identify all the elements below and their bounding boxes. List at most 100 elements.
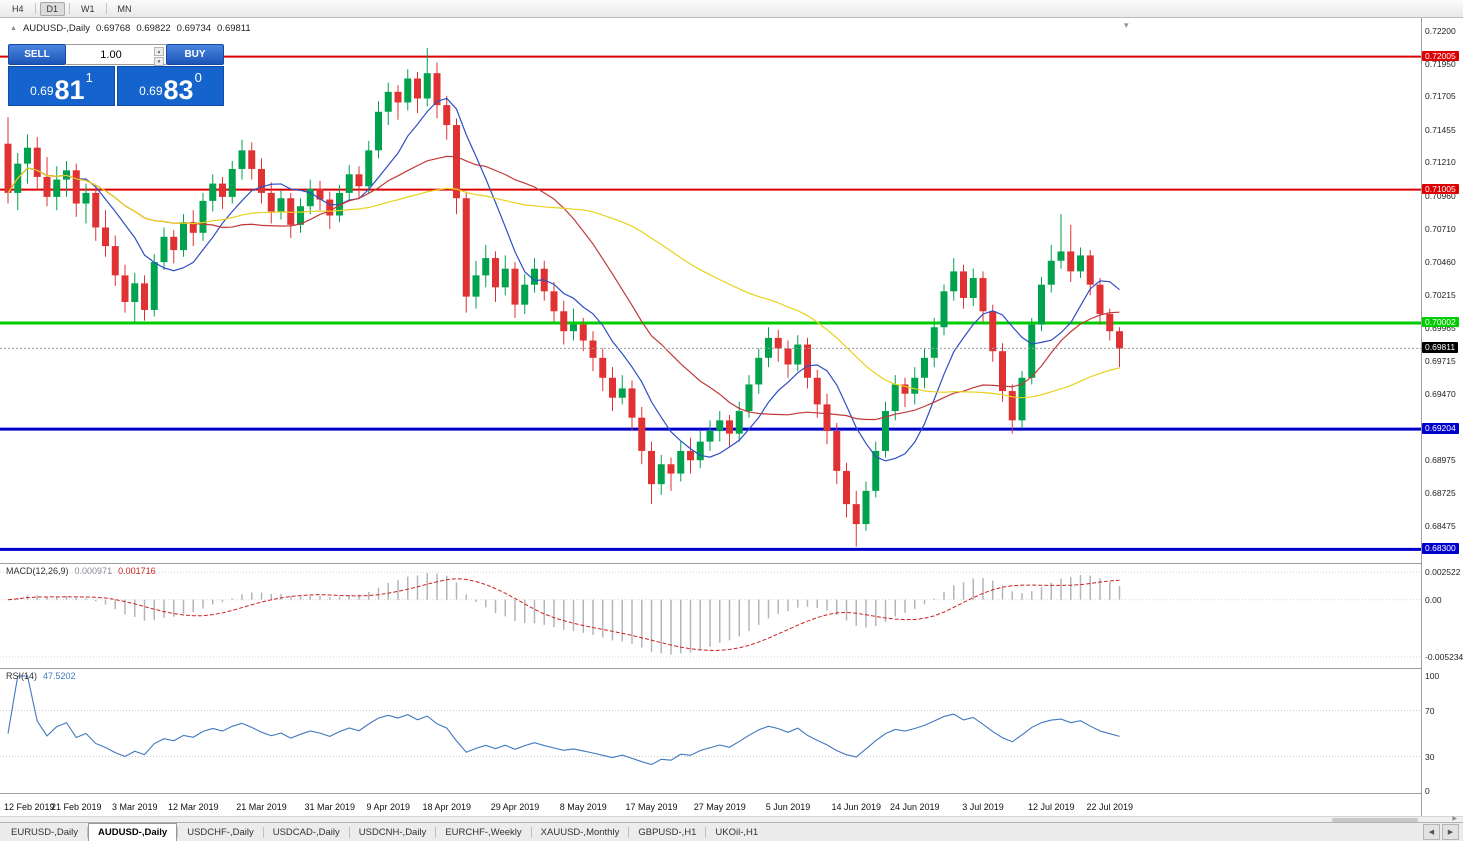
timeframe-w1-button[interactable]: W1 — [81, 3, 95, 14]
date-label: 9 Apr 2019 — [366, 802, 410, 812]
chart-tab-eurchf[interactable]: EURCHF-,Weekly — [445, 826, 522, 838]
ohlc-close: 0.69811 — [217, 23, 251, 34]
macd-name: MACD(12,26,9) — [6, 566, 69, 576]
price-tick-label: 0.002522 — [1425, 567, 1461, 578]
date-label: 5 Jun 2019 — [766, 802, 811, 812]
buy-price-pipette: 0 — [194, 70, 202, 85]
buy-price-big-digits: 83 — [163, 74, 194, 105]
macd-label: MACD(12,26,9) 0.000971 0.001716 — [6, 566, 156, 576]
date-label: 29 Apr 2019 — [491, 802, 540, 812]
price-scale-border — [1421, 18, 1422, 816]
buy-price-display[interactable]: 0.69 83 0 — [117, 66, 224, 106]
chart-tab-eurusd[interactable]: EURUSD-,Daily — [11, 826, 79, 838]
ohlc-low: 0.69734 — [176, 23, 212, 34]
divider — [87, 826, 89, 838]
timeframe-mn-button[interactable]: MN — [117, 3, 132, 14]
date-label: 24 Jun 2019 — [890, 802, 940, 812]
chart-tab-xauusd[interactable]: XAUUSD-,Monthly — [540, 826, 620, 838]
buy-price-prefix: 0.69 — [139, 84, 163, 98]
price-tick-label: 0.71950 — [1425, 58, 1456, 69]
date-label: 17 May 2019 — [625, 802, 677, 812]
pane-separator[interactable] — [0, 563, 1463, 564]
date-label: 31 Mar 2019 — [304, 802, 355, 812]
rsi-pane — [0, 675, 1421, 766]
horizontal-scrollbar[interactable]: ▶ — [0, 816, 1463, 822]
rsi-label: RSI(14) 47.5202 — [6, 671, 76, 681]
one-click-trading-panel: SELL ▲ ▼ BUY 0.69 81 1 0.69 83 0 — [8, 44, 224, 106]
timeframe-h4-button[interactable]: H4 — [12, 3, 24, 14]
ohlc-open: 0.69768 — [95, 23, 131, 34]
ohlc-high: 0.69822 — [136, 23, 171, 34]
divider — [348, 826, 350, 838]
chart-tab-usdcnh[interactable]: USDCNH-,Daily — [358, 826, 427, 838]
chart-tab-usdcad[interactable]: USDCAD-,Daily — [272, 826, 340, 838]
price-tick-label: 0.72200 — [1425, 25, 1456, 36]
candles-group — [4, 47, 1123, 547]
sell-price-display[interactable]: 0.69 81 1 — [8, 66, 115, 106]
scrollbar-right-arrow-icon[interactable]: ▶ — [1452, 816, 1457, 822]
price-level-tag: 0.72005 — [1422, 50, 1459, 62]
divider — [177, 826, 179, 838]
sell-button[interactable]: SELL — [8, 44, 66, 65]
divider — [530, 826, 532, 838]
pane-separator[interactable] — [0, 668, 1463, 669]
volume-increase-icon[interactable]: ▲ — [154, 47, 164, 56]
date-label: 22 Jul 2019 — [1086, 802, 1133, 812]
price-tick-label: 0.00 — [1425, 594, 1442, 605]
tab-scroll-controls: ◀ ▶ — [1423, 823, 1463, 841]
price-tick-label: 0.70215 — [1425, 289, 1456, 300]
moving-average-lines — [7, 97, 1120, 462]
buy-button[interactable]: BUY — [166, 44, 224, 65]
price-tick-label: 0.69715 — [1425, 356, 1456, 367]
price-tick-label: 0.70960 — [1425, 190, 1456, 201]
price-tick-label: 0.68975 — [1425, 454, 1456, 465]
price-tick-label: 0 — [1425, 786, 1430, 796]
timeframe-d1-button[interactable]: D1 — [39, 1, 66, 16]
volume-input[interactable] — [66, 45, 166, 64]
price-level-tag: 0.68300 — [1422, 543, 1459, 554]
timeframe-toolbar: H4 D1 W1 MN — [0, 0, 1463, 18]
divider — [435, 826, 437, 838]
date-label: 27 May 2019 — [694, 802, 746, 812]
scrollbar-thumb[interactable] — [1332, 818, 1418, 822]
price-level-tag: 0.70002 — [1422, 316, 1459, 328]
volume-decrease-icon[interactable]: ▼ — [154, 57, 164, 66]
price-tick-label: 100 — [1425, 671, 1440, 681]
date-label: 12 Jul 2019 — [1028, 802, 1075, 812]
price-tick-label: 0.70710 — [1425, 223, 1456, 234]
horizontal-level-lines[interactable] — [0, 55, 1421, 551]
divider — [262, 826, 264, 838]
price-tick-label: 0.71705 — [1425, 91, 1456, 102]
price-scale[interactable]: 0.72200 0.71950 0.71705 0.71455 0.71210 0.709… — [1422, 18, 1463, 816]
date-label: 18 Apr 2019 — [422, 802, 471, 812]
chart-tab-usdchf[interactable]: USDCHF-,Daily — [187, 826, 254, 838]
date-label: 14 Jun 2019 — [831, 802, 881, 812]
sell-price-prefix: 0.69 — [30, 84, 54, 98]
price-tick-label: 0.68475 — [1425, 521, 1456, 532]
chart-tab-ukoil[interactable]: UKOil-,H1 — [715, 826, 759, 838]
price-tick-label: 0.71455 — [1425, 124, 1456, 135]
price-tick-label: 70 — [1425, 705, 1435, 716]
one-click-panel-toggle-icon[interactable]: ▲ — [10, 25, 17, 32]
chart-tab-audusd[interactable]: AUDUSD-,Daily — [88, 823, 178, 841]
tab-scroll-left-icon[interactable]: ◀ — [1423, 824, 1440, 840]
date-label: 3 Jul 2019 — [962, 802, 1004, 812]
date-label: 3 Mar 2019 — [112, 802, 158, 812]
chart-tabs-bar: EURUSD-,Daily AUDUSD-,Daily USDCHF-,Daily U… — [0, 822, 1463, 841]
price-tick-label: -0.005234 — [1425, 651, 1463, 662]
date-label: 12 Mar 2019 — [168, 802, 219, 812]
price-level-tag: 0.69204 — [1422, 423, 1459, 434]
date-label: 8 May 2019 — [560, 802, 607, 812]
date-label: 21 Mar 2019 — [236, 802, 287, 812]
date-label: 21 Feb 2019 — [51, 802, 102, 812]
tab-scroll-right-icon[interactable]: ▶ — [1442, 824, 1459, 840]
chevron-down-icon[interactable]: ▾ — [1124, 20, 1129, 30]
macd-signal-value: 0.001716 — [118, 566, 156, 576]
macd-main-value: 0.000971 — [74, 566, 113, 576]
sell-price-pipette: 1 — [85, 70, 93, 85]
price-tick-label: 0.69965 — [1425, 322, 1456, 333]
chart-tab-gbpusd[interactable]: GBPUSD-,H1 — [638, 826, 697, 838]
